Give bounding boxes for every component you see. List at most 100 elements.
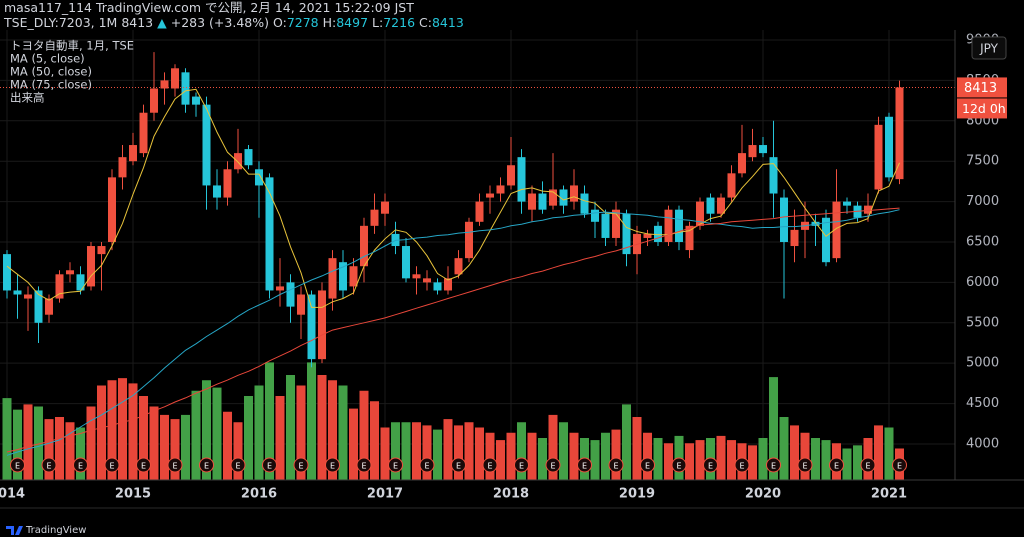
volume-bar	[748, 445, 757, 480]
earnings-marker	[41, 457, 57, 473]
candle-body	[675, 209, 683, 242]
candle-body	[381, 201, 389, 214]
volume-bar	[790, 425, 799, 480]
candle-body	[885, 116, 893, 178]
earnings-marker	[325, 457, 340, 473]
volume-bar	[370, 401, 379, 480]
volume-bar	[149, 406, 159, 480]
change: +283 (+3.48%)	[170, 15, 269, 30]
volume-bar	[86, 406, 96, 480]
y-tick-label: 5000	[966, 356, 999, 371]
earnings-marker	[199, 457, 214, 473]
earnings-label: E	[361, 462, 366, 471]
candle-body	[45, 298, 53, 315]
candle-body	[276, 286, 284, 291]
volume-bar	[212, 387, 222, 480]
candle-body	[685, 225, 694, 251]
earnings-label: E	[109, 462, 114, 471]
candle-body	[423, 278, 431, 283]
earnings-label: E	[141, 462, 146, 471]
candle-body	[727, 173, 736, 198]
earnings-label: E	[613, 462, 618, 471]
candle-body	[696, 201, 704, 226]
volume-bar	[443, 419, 453, 480]
candle-body	[412, 274, 421, 279]
volume-bar	[328, 380, 337, 480]
candle-body	[402, 246, 410, 279]
volume-bar	[517, 422, 526, 480]
candle-body	[570, 185, 578, 202]
candle-body	[160, 80, 169, 89]
candle-body	[108, 177, 116, 242]
volume-bar	[779, 417, 789, 480]
volume-bar	[548, 414, 558, 480]
volume-bar	[265, 362, 274, 480]
earnings-marker	[104, 457, 120, 473]
volume-bar	[590, 440, 600, 480]
candle-body	[549, 189, 557, 206]
earnings-marker	[860, 457, 876, 473]
volume-bar	[128, 383, 138, 480]
candle-body	[139, 112, 148, 154]
volume-bar	[496, 440, 505, 480]
volume-bar	[716, 435, 726, 480]
earnings-marker	[797, 457, 813, 473]
volume-bar	[160, 414, 169, 480]
volume-bar	[611, 429, 621, 480]
earnings-marker	[73, 457, 88, 473]
volume-bar	[422, 425, 432, 480]
x-tick-label: 2020	[745, 487, 781, 502]
earnings-marker	[608, 457, 624, 473]
volume-bar	[412, 422, 421, 480]
earnings-marker	[419, 457, 435, 473]
earnings-marker	[356, 457, 372, 473]
candle-body	[475, 201, 484, 222]
candle-body	[874, 124, 883, 190]
candle-body	[738, 153, 746, 174]
volume-bar	[475, 427, 484, 480]
earnings-label: E	[204, 462, 209, 471]
candle-body	[843, 201, 851, 206]
candle-body	[118, 157, 127, 178]
candle-body	[150, 88, 158, 113]
price-tag-label: 8413	[964, 81, 997, 96]
legend-item: 出来高	[10, 91, 45, 105]
x-tick-label: 2019	[619, 487, 655, 502]
volume-bar	[286, 375, 295, 480]
currency-button[interactable]	[971, 36, 1007, 60]
candle-body	[486, 193, 494, 198]
volume-bar	[884, 427, 894, 480]
volume-bar	[685, 443, 694, 480]
volume-bar	[107, 380, 117, 480]
earnings-marker	[482, 457, 498, 473]
earnings-marker	[514, 457, 529, 473]
ohlc-label: H:	[322, 15, 337, 30]
candle-body	[612, 209, 620, 238]
earnings-label: E	[550, 462, 555, 471]
earnings-label: E	[172, 462, 177, 471]
countdown-label: 12d 0h	[962, 101, 1006, 116]
volume-bar	[653, 438, 663, 480]
currency-label[interactable]: JPY	[979, 42, 999, 56]
y-tick-label: 4000	[966, 436, 999, 451]
x-tick-label: 2015	[115, 487, 151, 502]
y-tick-label: 7000	[966, 194, 999, 209]
earnings-label: E	[802, 462, 807, 471]
earnings-marker	[388, 457, 403, 473]
volume-bar	[433, 429, 442, 480]
volume-bar	[506, 432, 516, 480]
candle-body	[643, 233, 652, 238]
axes: 4000450050005500600065007000750080008500…	[0, 33, 999, 502]
candle-body	[517, 157, 526, 202]
earnings-label: E	[235, 462, 240, 471]
candle-body	[454, 258, 463, 275]
candle-body	[465, 221, 473, 259]
header: masa117_114 TradingView.com で公開, 2月 14, …	[4, 0, 464, 30]
earnings-marker	[167, 457, 183, 473]
countdown-tag	[957, 98, 1007, 119]
volume-bar	[727, 440, 736, 480]
earnings-marker	[829, 457, 844, 473]
candle-body	[706, 197, 715, 214]
header-line1: masa117_114 TradingView.com で公開, 2月 14, …	[4, 0, 414, 15]
